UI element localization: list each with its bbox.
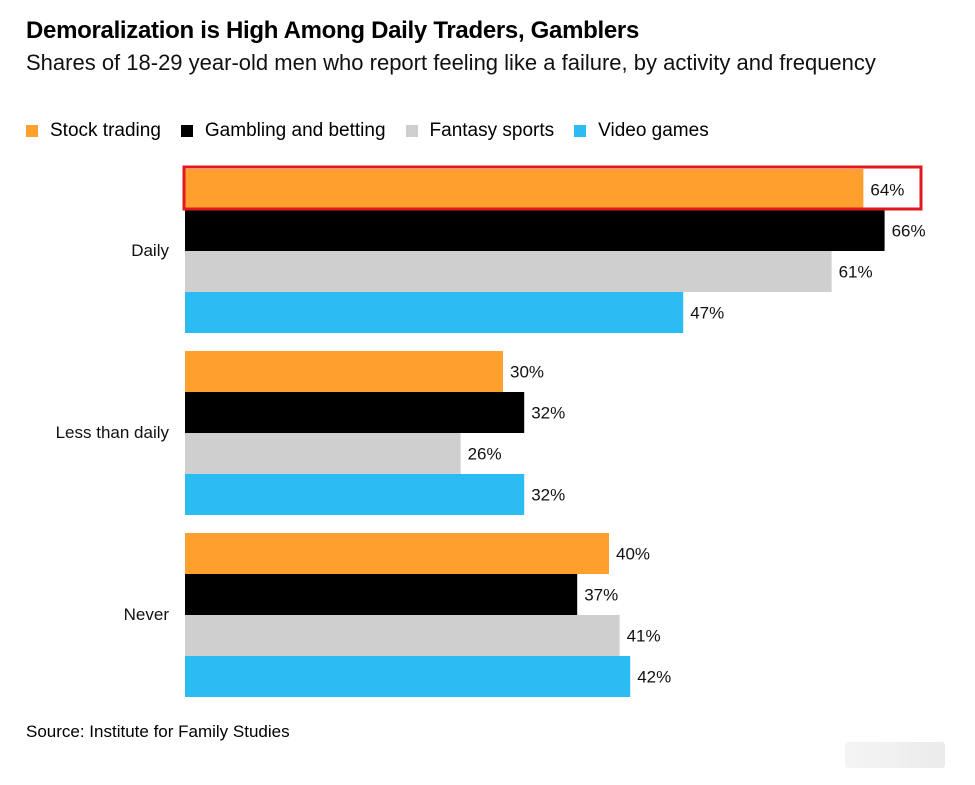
- legend-label-video-games: Video games: [598, 120, 709, 141]
- legend-label-fantasy-sports: Fantasy sports: [429, 120, 555, 141]
- legend-item-fantasy-sports: Fantasy sports: [405, 120, 555, 142]
- bar-fantasy-sports-less-than-daily: [185, 433, 461, 474]
- category-label-never: Never: [124, 605, 170, 624]
- legend-swatch-stock-trading: [26, 125, 38, 137]
- bar-video-games-less-than-daily: [185, 474, 525, 515]
- legend: Stock trading Gambling and betting Fanta…: [26, 120, 729, 142]
- bar-stock-trading-less-than-daily: [185, 351, 503, 392]
- bar-gambling-and-betting-daily: [185, 210, 885, 251]
- watermark-logo: [845, 742, 945, 768]
- chart-subtitle: Shares of 18-29 year-old men who report …: [26, 50, 876, 75]
- value-label-gambling-and-betting-daily: 66%: [892, 222, 926, 241]
- value-label-gambling-and-betting-less-than-daily: 32%: [531, 404, 565, 423]
- legend-item-gambling-and-betting: Gambling and betting: [180, 120, 386, 142]
- value-label-video-games-less-than-daily: 32%: [531, 486, 565, 505]
- highlight-box: [182, 165, 923, 211]
- value-label-stock-trading-never: 40%: [616, 545, 650, 564]
- bar-video-games-daily: [185, 292, 684, 333]
- legend-item-stock-trading: Stock trading: [26, 120, 161, 142]
- category-label-less-than-daily: Less than daily: [56, 423, 170, 442]
- bar-fantasy-sports-never: [185, 615, 620, 656]
- value-label-gambling-and-betting-never: 37%: [584, 586, 618, 605]
- source-note: Source: Institute for Family Studies: [26, 722, 290, 741]
- value-label-video-games-never: 42%: [637, 668, 671, 687]
- value-label-stock-trading-less-than-daily: 30%: [510, 363, 544, 382]
- value-label-fantasy-sports-less-than-daily: 26%: [468, 445, 502, 464]
- legend-label-stock-trading: Stock trading: [50, 120, 161, 141]
- legend-item-video-games: Video games: [574, 120, 709, 142]
- value-label-fantasy-sports-never: 41%: [627, 627, 661, 646]
- category-label-daily: Daily: [131, 241, 169, 260]
- value-label-video-games-daily: 47%: [690, 304, 724, 323]
- value-label-fantasy-sports-daily: 61%: [839, 263, 873, 282]
- legend-label-gambling-and-betting: Gambling and betting: [204, 120, 386, 141]
- legend-swatch-fantasy-sports: [405, 125, 418, 137]
- value-label-stock-trading-daily: 64%: [870, 181, 904, 200]
- bar-gambling-and-betting-never: [185, 574, 578, 615]
- bar-video-games-never: [185, 656, 631, 697]
- legend-swatch-video-games: [574, 125, 587, 137]
- bar-gambling-and-betting-less-than-daily: [185, 392, 525, 433]
- bar-fantasy-sports-daily: [185, 251, 832, 292]
- bar-stock-trading-never: [185, 533, 609, 574]
- chart-title: Demoralization is High Among Daily Trade…: [26, 17, 640, 44]
- bar-stock-trading-daily: [185, 169, 864, 210]
- legend-swatch-gambling-and-betting: [180, 125, 193, 137]
